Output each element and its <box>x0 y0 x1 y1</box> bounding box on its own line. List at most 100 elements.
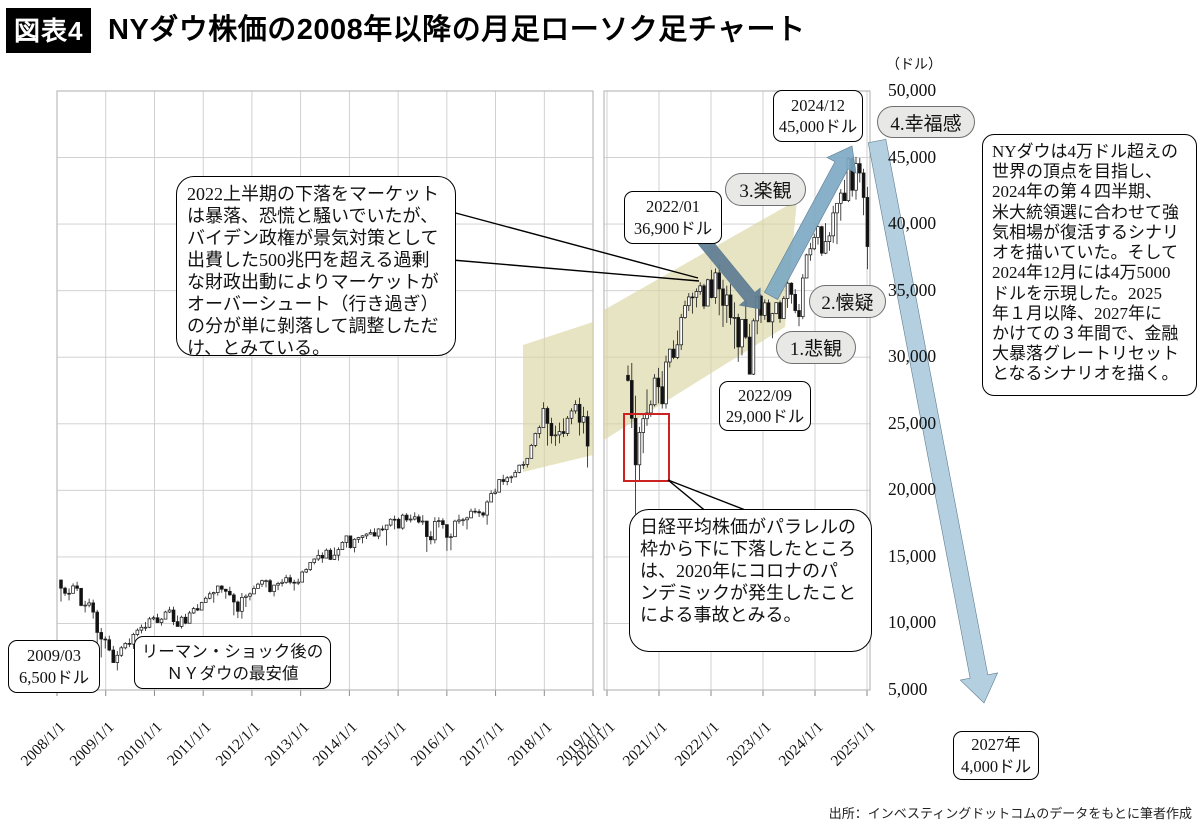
candle-body <box>453 520 457 538</box>
y-axis-tick-label: 15,000 <box>888 545 937 566</box>
candle-body <box>687 296 691 307</box>
candle-body <box>71 585 75 594</box>
candle-body <box>577 403 582 423</box>
candle-body <box>545 408 550 424</box>
candle-body <box>789 282 794 295</box>
candle-body <box>517 464 522 473</box>
candle-body <box>376 528 381 537</box>
candle-body <box>384 524 389 531</box>
candle-body <box>804 254 809 279</box>
candle-body <box>163 611 168 620</box>
candle-body <box>187 612 192 624</box>
y-axis-unit-label: （ドル） <box>886 58 942 73</box>
candle-body <box>159 618 164 623</box>
pill-3-optimism: 3.楽観 <box>725 173 806 206</box>
candle-body <box>344 535 349 543</box>
candle-body <box>823 241 828 254</box>
candle-body <box>324 549 329 559</box>
candle-body <box>529 445 534 459</box>
candle-body <box>690 296 695 299</box>
candle-body <box>304 569 308 573</box>
candle-body <box>372 532 377 537</box>
candle-body <box>441 520 445 525</box>
candle-body <box>264 580 268 582</box>
candle-body <box>509 476 514 479</box>
candle-body <box>449 536 453 538</box>
candle-body <box>316 554 321 560</box>
candle-body <box>477 511 481 514</box>
candle-body <box>581 416 586 423</box>
candle-body <box>537 427 542 434</box>
candle-body <box>412 516 417 520</box>
candle-body <box>827 235 832 242</box>
candle-body <box>469 510 473 519</box>
candle-body <box>854 163 858 191</box>
candle-body <box>179 616 184 627</box>
candle-body <box>521 464 526 466</box>
candle-body <box>91 602 95 613</box>
candle-body <box>641 418 645 433</box>
candle-body <box>312 558 317 563</box>
candle-body <box>408 518 413 521</box>
candle-body <box>147 618 152 628</box>
candle-body <box>191 608 196 614</box>
pill-1-pessimism: 1.悲観 <box>776 331 856 364</box>
source-credit: 出所：インベスティングドットコムのデータをもとに筆者作成 <box>828 806 1192 821</box>
candle-body <box>276 583 280 586</box>
candle-body <box>744 318 748 338</box>
candle-body <box>785 282 790 299</box>
candle-body <box>626 374 630 381</box>
trend-channel-right <box>604 200 797 440</box>
candle-body <box>633 417 638 466</box>
trend-channel-left <box>523 322 593 472</box>
candle-body <box>127 643 132 645</box>
candle-body <box>348 535 353 548</box>
candle-body <box>79 587 83 606</box>
y-axis-tick-label: 20,000 <box>888 479 937 500</box>
candle-body <box>437 520 441 522</box>
candle-body <box>135 629 140 635</box>
candle-body <box>284 577 288 583</box>
candle-body <box>637 432 642 466</box>
candle-body <box>747 336 752 375</box>
candle-body <box>557 431 562 436</box>
pill-4-euphoria: 4.幸福感 <box>877 106 975 138</box>
candle-body <box>396 518 401 529</box>
candle-body <box>280 581 284 584</box>
candle-body <box>549 423 554 437</box>
candle-body <box>457 519 461 522</box>
candle-body <box>630 380 634 419</box>
candle-body <box>861 172 866 198</box>
candle-body <box>569 410 574 419</box>
candle-body <box>115 654 120 663</box>
candle-body <box>465 517 469 521</box>
y-axis-tick-label: 5,000 <box>888 679 928 699</box>
candle-body <box>683 305 687 318</box>
candle-body <box>123 643 128 649</box>
candle-body <box>207 593 212 599</box>
candle-body <box>244 595 248 598</box>
y-axis-tick-label: 45,000 <box>888 146 937 167</box>
candle-body <box>236 601 240 612</box>
candle-body <box>417 516 421 523</box>
label-2022-09-low: 2022/09 29,000ドル <box>719 381 811 431</box>
candle-body <box>404 514 409 521</box>
arrow-rally-up <box>763 145 857 300</box>
candle-body <box>793 293 797 311</box>
candle-body <box>67 592 71 595</box>
candle-body <box>388 518 393 526</box>
candle-body <box>87 602 91 606</box>
candle-body <box>717 272 721 290</box>
candle-body <box>167 609 172 613</box>
candle-body <box>232 594 236 603</box>
candle-body <box>296 581 300 584</box>
candle-body <box>565 417 570 434</box>
candle-body <box>400 514 405 529</box>
candle-body <box>392 518 397 521</box>
candle-body <box>553 434 558 437</box>
candle-body <box>199 602 204 611</box>
candle-body <box>272 584 276 592</box>
candle-body <box>668 348 672 363</box>
covid-crash-highlight-box <box>623 413 670 482</box>
